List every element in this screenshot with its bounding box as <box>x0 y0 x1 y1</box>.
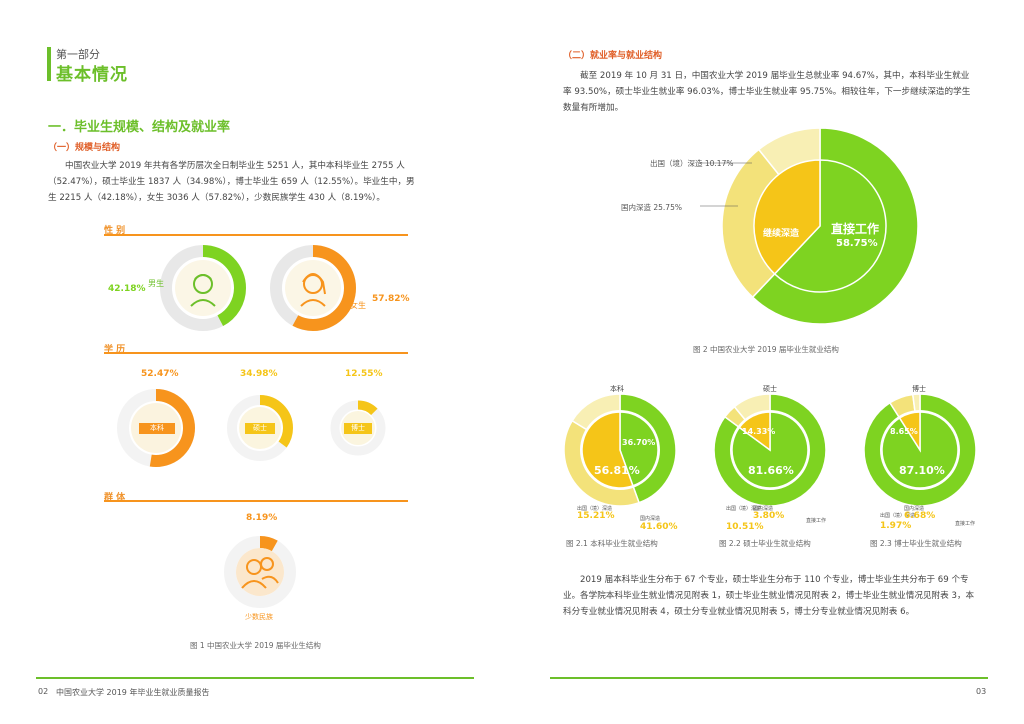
part-title: 基本情况 <box>56 65 128 85</box>
fig22-left-pct: 10.51% <box>726 522 764 532</box>
subsection-title-employment: （二）就业率与就业结构 <box>563 51 663 61</box>
left-footer-line <box>36 677 474 679</box>
phd-tag: 博士 <box>344 423 372 434</box>
fig23-title: 博士 <box>912 385 926 393</box>
fig23-chart <box>863 393 977 507</box>
fig22-chart <box>713 393 827 507</box>
fig22-inner-further-slice <box>738 411 771 452</box>
fig2-caption: 图 2 中国农业大学 2019 届毕业生就业结构 <box>693 345 839 354</box>
fig2-abroad-label: 出国（境）深造 10.17% <box>650 159 734 168</box>
undergrad-ring-arc <box>117 389 195 467</box>
fig23-work-label: 直接工作 <box>955 521 976 527</box>
male-avatar-bg <box>175 260 231 316</box>
master-tag: 硕士 <box>245 423 275 434</box>
ethnic-chart <box>224 536 296 608</box>
male-ring-arc <box>160 245 246 331</box>
fig21-caption: 图 2.1 本科毕业生就业结构 <box>566 539 658 548</box>
part-accent-bar <box>47 47 51 81</box>
fig2-work-pct: 58.75% <box>836 238 878 249</box>
fig2-domestic-label: 国内深造 25.75% <box>621 203 682 212</box>
fig23-outer-pct: 8.65% <box>890 427 918 436</box>
fig22-right-pct: 3.80% <box>753 511 785 521</box>
figure1-caption: 图 1 中国农业大学 2019 届毕业生结构 <box>190 641 321 650</box>
part-subtitle: 第一部分 <box>56 48 100 61</box>
female-label: 女生 <box>350 301 366 310</box>
fig2-inner-work-slice <box>773 159 887 293</box>
ethnic-pct: 8.19% <box>246 513 278 523</box>
fig21-inner-further-slice <box>581 411 634 489</box>
fig22-caption: 图 2.2 硕士毕业生就业结构 <box>719 539 811 548</box>
fig22-title: 硕士 <box>763 385 777 393</box>
degree-section-line <box>104 352 408 354</box>
left-footer-text: 中国农业大学 2019 年毕业生就业质量报告 <box>56 688 210 697</box>
fig2-work-label: 直接工作 <box>831 222 880 236</box>
fig23-left-pct: 1.97% <box>880 521 912 531</box>
undergrad-pct: 52.47% <box>141 369 179 379</box>
right-footer-line <box>550 677 988 679</box>
fig23-inner-further-slice <box>898 411 921 453</box>
left-page-number: 02 <box>38 687 49 696</box>
fig23-left-label: 出国（境）深造 <box>880 513 916 519</box>
ethnic-section-line <box>104 500 408 502</box>
undergrad-tag: 本科 <box>139 423 175 434</box>
ethnic-section-label: 群 体 <box>104 493 126 503</box>
gender-section-line <box>104 234 408 236</box>
fig22-left-label: 出国（境）深造 <box>726 506 762 512</box>
fig23-caption: 图 2.3 博士毕业生就业结构 <box>870 539 962 548</box>
subsection-title-scale: （一）规模与结构 <box>48 143 121 153</box>
employment-paragraph: 截至 2019 年 10 月 31 日，中国农业大学 2019 届毕业生总就业率… <box>563 71 971 113</box>
female-pct: 57.82% <box>372 294 410 304</box>
fig21-right-pct: 41.60% <box>640 522 678 532</box>
fig22-main-pct: 81.66% <box>748 464 794 477</box>
fig23-right-pct: 6.68% <box>904 511 936 521</box>
ethnic-ring-arc <box>224 536 296 608</box>
female-avatar-icon <box>300 273 326 307</box>
fig21-main-pct: 56.81% <box>594 464 640 477</box>
phd-ring-arc <box>330 400 386 456</box>
majors-paragraph: 2019 届本科毕业生分布于 67 个专业，硕士毕业生分布于 110 个专业，博… <box>563 575 969 601</box>
appendix-paragraph: 各学院本科毕业生就业情况见附表 1，硕士毕业生就业情况见附表 2，博士毕业生就业… <box>563 591 975 617</box>
ethnic-label: 少数民族 <box>245 613 273 621</box>
male-label: 男生 <box>148 279 164 288</box>
phd-pct: 12.55% <box>345 369 383 379</box>
intro-paragraph: 中国农业大学 2019 年共有各学历层次全日制毕业生 5251 人，其中本科毕业… <box>48 161 415 203</box>
fig22-outer-pct: 14.33% <box>742 427 776 436</box>
people-icon <box>241 557 279 589</box>
fig21-inner-work-slice <box>619 411 659 487</box>
fig2-chart <box>700 128 919 325</box>
fig23-right-label: 国内深造 <box>904 506 925 512</box>
master-ring-arc <box>227 395 293 461</box>
fig21-title: 本科 <box>610 385 624 393</box>
fig2-inner-further-slice <box>753 159 821 276</box>
female-avatar-bg <box>285 260 341 316</box>
fig22-work-label: 直接工作 <box>806 518 827 524</box>
master-pct: 34.98% <box>240 369 278 379</box>
fig21-left-label: 出国（境）深造 <box>577 506 613 512</box>
female-ring-arc <box>270 245 356 331</box>
fig22-right-label: 国内深造 <box>753 506 774 512</box>
fig21-chart <box>563 393 677 507</box>
fig23-main-pct: 87.10% <box>899 464 945 477</box>
right-page-number: 03 <box>976 687 987 696</box>
gender-chart <box>160 245 356 331</box>
fig2-further-label: 继续深造 <box>763 229 800 239</box>
fig21-outer-pct: 36.70% <box>622 438 656 447</box>
fig21-left-pct: 15.21% <box>577 511 615 521</box>
male-avatar-icon <box>190 274 216 307</box>
male-pct: 42.18% <box>108 284 146 294</box>
section-title: 一．毕业生规模、结构及就业率 <box>48 120 231 135</box>
gender-section-label: 性 别 <box>104 226 126 236</box>
degree-section-label: 学 历 <box>104 345 126 355</box>
fig21-right-label: 国内深造 <box>640 516 661 522</box>
